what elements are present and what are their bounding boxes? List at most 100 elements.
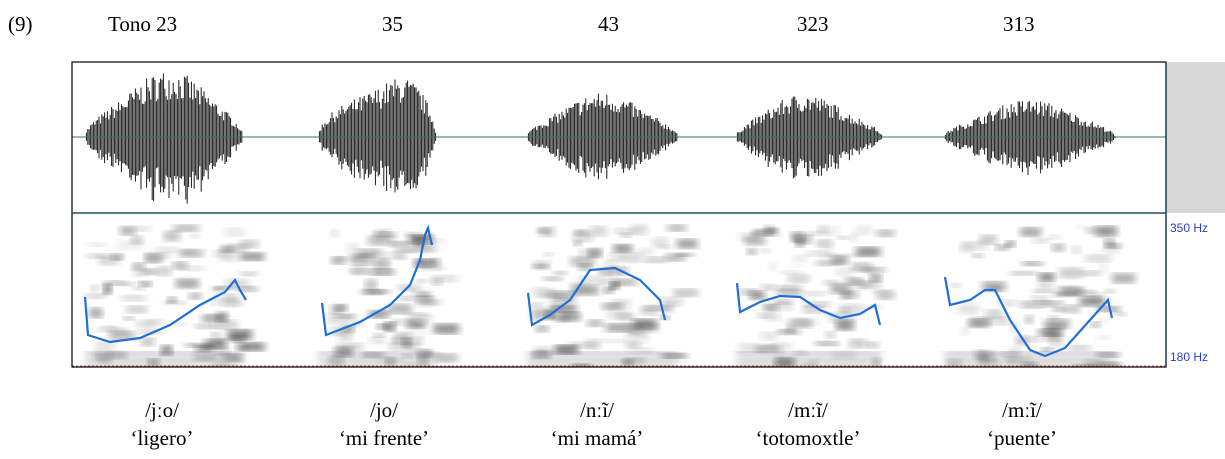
- transcription: /mːĩ/: [1002, 398, 1042, 422]
- spectral-energy: [178, 266, 205, 271]
- spectral-energy: [578, 264, 592, 271]
- spectral-energy: [353, 320, 364, 328]
- spectral-energy: [352, 265, 368, 273]
- spectral-energy: [760, 332, 777, 340]
- spectral-energy: [103, 284, 112, 294]
- spectral-energy: [1048, 326, 1064, 330]
- spectral-energy: [1005, 241, 1015, 247]
- transcription: /jːo/: [145, 398, 179, 422]
- spectral-energy: [1061, 288, 1084, 295]
- spectral-energy: [190, 234, 200, 238]
- spectral-energy: [240, 253, 265, 260]
- spectral-energy: [374, 232, 396, 237]
- pitch-track: [83, 278, 247, 344]
- spectral-energy: [543, 277, 563, 281]
- spectral-energy: [225, 294, 238, 302]
- spectral-energy: [981, 359, 999, 366]
- spectral-energy: [399, 288, 417, 292]
- spectral-energy: [1048, 341, 1063, 348]
- spectral-energy: [1041, 348, 1053, 352]
- spectral-energy: [535, 326, 549, 332]
- spectral-energy: [1105, 289, 1116, 294]
- spectral-energy: [1025, 336, 1041, 342]
- spectral-energy: [605, 260, 618, 268]
- spectral-energy: [761, 284, 776, 290]
- spectral-energy: [91, 285, 100, 291]
- spectral-energy: [1032, 238, 1050, 244]
- spectral-energy: [587, 320, 603, 327]
- spectral-energy: [872, 289, 890, 293]
- spectral-energy: [527, 352, 678, 356]
- spectral-energy: [637, 248, 653, 256]
- spectral-energy: [736, 352, 882, 356]
- spectral-energy: [224, 228, 245, 236]
- spectral-energy: [336, 332, 346, 341]
- spectral-energy: [806, 251, 831, 256]
- spectral-energy: [950, 283, 961, 287]
- spectral-energy: [573, 232, 593, 241]
- spectral-energy: [1010, 271, 1037, 276]
- spectral-energy: [869, 274, 882, 282]
- spectral-energy: [668, 359, 691, 363]
- spectral-energy: [330, 305, 343, 314]
- spectral-energy: [346, 244, 359, 253]
- spectral-energy: [554, 315, 568, 322]
- spectral-energy: [376, 324, 389, 330]
- spectral-energy: [739, 289, 758, 295]
- spectral-energy: [328, 314, 353, 324]
- spectral-energy: [792, 255, 808, 261]
- spectral-energy: [837, 236, 849, 240]
- spectral-energy: [373, 333, 385, 337]
- spectral-energy: [195, 324, 218, 329]
- spectral-energy: [961, 327, 970, 335]
- spectral-energy: [561, 312, 580, 321]
- spectral-energy: [212, 286, 235, 290]
- spectral-energy: [334, 347, 353, 356]
- spectral-energy: [370, 269, 394, 275]
- spectral-energy: [788, 263, 804, 267]
- spectral-energy: [434, 354, 458, 362]
- spectral-energy: [1095, 226, 1117, 236]
- spectral-energy: [406, 330, 430, 334]
- spectral-energy: [133, 269, 147, 276]
- spectral-energy: [240, 271, 257, 276]
- gloss: ‘mi frente’: [338, 426, 430, 450]
- spectral-energy: [1079, 297, 1105, 306]
- spectral-energy: [174, 225, 199, 232]
- spectral-energy: [944, 358, 1115, 362]
- spectral-energy: [155, 247, 178, 252]
- spectral-energy: [1102, 248, 1120, 254]
- spectral-energy: [856, 248, 880, 256]
- spectral-energy: [219, 246, 234, 252]
- spectral-energy: [529, 303, 543, 308]
- spectral-energy: [747, 248, 757, 255]
- spectral-energy: [573, 240, 582, 246]
- spectral-energy: [1114, 312, 1126, 316]
- spectral-energy: [365, 280, 377, 289]
- tone-label: 313: [1003, 12, 1035, 36]
- spectral-energy: [387, 343, 398, 347]
- pitch-track: [943, 276, 1114, 358]
- spectral-energy: [630, 225, 648, 234]
- spectral-energy: [764, 226, 774, 235]
- spectral-energy: [947, 359, 962, 367]
- spectral-energy: [640, 307, 655, 315]
- spectral-energy: [569, 342, 595, 348]
- waveform-segment: [944, 101, 1116, 175]
- spectral-energy: [1033, 289, 1055, 293]
- spectral-energy: [380, 252, 405, 258]
- spectral-energy: [412, 315, 433, 323]
- spectral-energy: [332, 327, 352, 335]
- gloss: ‘ligero’: [130, 426, 194, 450]
- spectral-energy: [1097, 318, 1108, 323]
- spectral-energy: [120, 227, 135, 235]
- spectral-energy: [1077, 290, 1095, 294]
- spectral-energy: [788, 273, 811, 281]
- spectral-energy: [601, 339, 627, 343]
- spectral-energy: [760, 248, 770, 253]
- spectral-energy: [985, 310, 1003, 318]
- spectral-energy: [602, 303, 623, 310]
- spectral-energy: [147, 359, 160, 366]
- spectral-energy: [781, 270, 801, 275]
